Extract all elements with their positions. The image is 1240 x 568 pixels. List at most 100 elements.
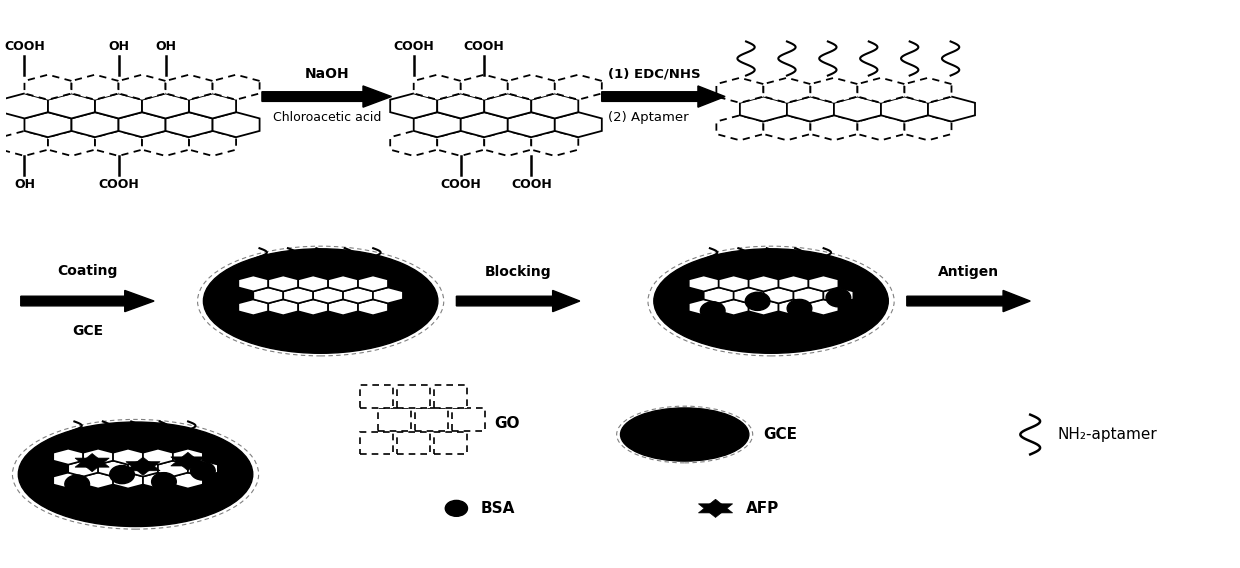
- Polygon shape: [835, 97, 880, 122]
- Ellipse shape: [191, 462, 216, 480]
- Text: BSA: BSA: [481, 501, 516, 516]
- Polygon shape: [329, 299, 358, 315]
- Polygon shape: [268, 275, 298, 291]
- Ellipse shape: [787, 299, 812, 318]
- Polygon shape: [857, 78, 904, 103]
- Polygon shape: [857, 115, 904, 140]
- Polygon shape: [434, 385, 467, 408]
- Polygon shape: [143, 94, 188, 119]
- Ellipse shape: [19, 422, 253, 527]
- Ellipse shape: [64, 475, 89, 493]
- Polygon shape: [453, 408, 485, 431]
- Text: COOH: COOH: [393, 40, 434, 53]
- Polygon shape: [1, 94, 48, 119]
- Polygon shape: [166, 112, 212, 137]
- Ellipse shape: [620, 408, 749, 461]
- Polygon shape: [811, 78, 857, 103]
- Polygon shape: [53, 473, 83, 488]
- Polygon shape: [904, 78, 951, 103]
- Polygon shape: [749, 299, 779, 315]
- Polygon shape: [126, 457, 160, 471]
- Polygon shape: [485, 94, 531, 119]
- Polygon shape: [298, 299, 329, 315]
- Polygon shape: [698, 504, 733, 517]
- Text: COOH: COOH: [511, 178, 552, 190]
- Polygon shape: [172, 449, 203, 465]
- Polygon shape: [212, 75, 259, 100]
- Polygon shape: [268, 299, 298, 315]
- Polygon shape: [212, 112, 259, 137]
- Text: OH: OH: [108, 40, 129, 53]
- Ellipse shape: [109, 466, 134, 483]
- Polygon shape: [1, 131, 48, 156]
- Polygon shape: [360, 432, 393, 454]
- Polygon shape: [719, 275, 749, 291]
- Polygon shape: [358, 275, 388, 291]
- Polygon shape: [253, 287, 283, 303]
- Text: COOH: COOH: [98, 178, 139, 190]
- Polygon shape: [25, 75, 72, 100]
- Polygon shape: [48, 94, 95, 119]
- Polygon shape: [415, 408, 449, 431]
- Polygon shape: [688, 299, 719, 315]
- Polygon shape: [298, 275, 329, 291]
- Polygon shape: [143, 473, 172, 488]
- Text: NaOH: NaOH: [304, 66, 348, 81]
- Text: OH: OH: [155, 40, 176, 53]
- Polygon shape: [794, 287, 823, 303]
- Polygon shape: [554, 75, 601, 100]
- Polygon shape: [717, 115, 764, 140]
- Text: OH: OH: [14, 178, 35, 190]
- Text: Chloroacetic acid: Chloroacetic acid: [273, 111, 381, 124]
- Polygon shape: [283, 287, 314, 303]
- Ellipse shape: [745, 293, 770, 311]
- Polygon shape: [397, 432, 430, 454]
- Polygon shape: [507, 75, 554, 100]
- Polygon shape: [72, 75, 119, 100]
- Polygon shape: [779, 275, 808, 291]
- Text: Blocking: Blocking: [485, 265, 552, 279]
- Polygon shape: [717, 78, 764, 103]
- Polygon shape: [238, 275, 268, 291]
- Polygon shape: [143, 131, 188, 156]
- Polygon shape: [764, 287, 794, 303]
- Text: COOH: COOH: [440, 178, 481, 190]
- Polygon shape: [749, 275, 779, 291]
- FancyArrow shape: [262, 86, 392, 107]
- Polygon shape: [25, 112, 72, 137]
- Polygon shape: [329, 275, 358, 291]
- Ellipse shape: [203, 249, 438, 353]
- Polygon shape: [764, 115, 811, 140]
- FancyArrow shape: [21, 290, 154, 312]
- Polygon shape: [808, 275, 838, 291]
- Polygon shape: [904, 115, 951, 140]
- Polygon shape: [360, 385, 393, 408]
- Polygon shape: [811, 115, 857, 140]
- Polygon shape: [928, 97, 975, 122]
- Polygon shape: [507, 112, 554, 137]
- Polygon shape: [166, 75, 212, 100]
- Polygon shape: [779, 299, 808, 315]
- Text: Antigen: Antigen: [937, 265, 999, 279]
- Text: COOH: COOH: [464, 40, 505, 53]
- Text: GO: GO: [495, 416, 520, 432]
- Text: (1) EDC/NHS: (1) EDC/NHS: [608, 68, 701, 81]
- Ellipse shape: [653, 249, 888, 353]
- Polygon shape: [414, 112, 461, 137]
- Ellipse shape: [701, 302, 725, 320]
- Text: GCE: GCE: [72, 324, 103, 338]
- Polygon shape: [358, 299, 388, 315]
- Polygon shape: [438, 94, 485, 119]
- Polygon shape: [461, 75, 507, 100]
- Polygon shape: [126, 462, 160, 475]
- Polygon shape: [397, 385, 430, 408]
- Polygon shape: [704, 287, 734, 303]
- Text: AFP: AFP: [746, 501, 780, 516]
- Polygon shape: [698, 499, 733, 513]
- Polygon shape: [188, 131, 236, 156]
- Polygon shape: [76, 458, 109, 471]
- Polygon shape: [113, 449, 143, 465]
- Polygon shape: [531, 94, 578, 119]
- Polygon shape: [119, 75, 166, 100]
- Text: COOH: COOH: [4, 40, 45, 53]
